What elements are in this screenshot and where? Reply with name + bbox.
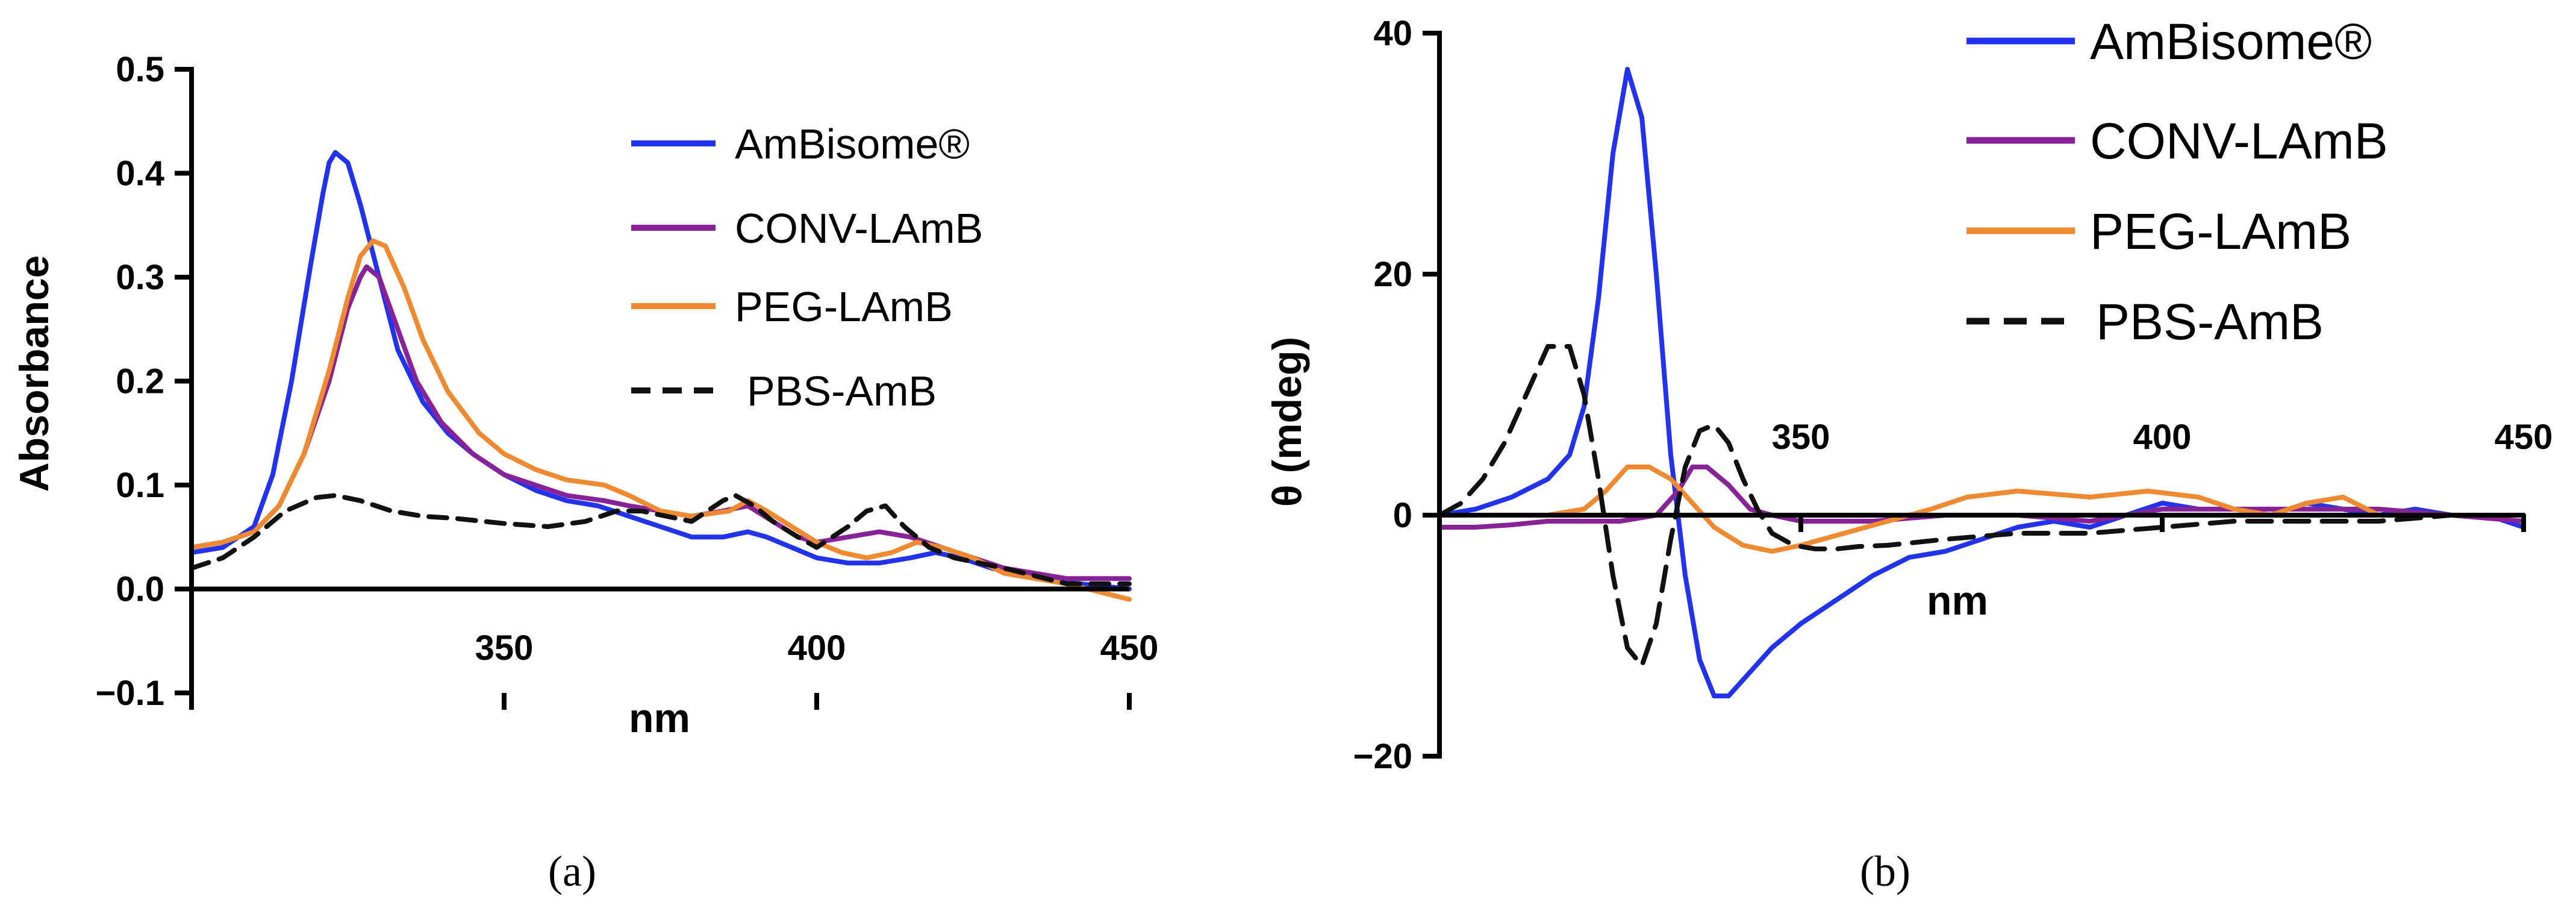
panel-b-legend-pbs: PBS-AmB <box>2096 293 2324 350</box>
panel-b-legend: AmBisome® CONV-LAmB PEG-LAmB PBS-AmB <box>1966 13 2388 350</box>
panel-b-legend-conv: CONV-LAmB <box>2090 113 2388 169</box>
panel-b-y-tick-label: 40 <box>1373 14 1412 53</box>
panel-b-y-tick-label: 20 <box>1373 255 1412 294</box>
panel-a-y-tick-label: 0.0 <box>116 570 164 609</box>
panel-b-chart: −20 0 20 40 350 400 450 nm θ (mdeg) AmBisome® … <box>1264 13 2553 895</box>
panel-b-legend-ambisome: AmBisome® <box>2090 13 2372 70</box>
panel-a-x-axis-title: nm <box>629 695 690 741</box>
panel-b-axes <box>1437 31 2524 759</box>
panel-a-y-axis-title: Absorbance <box>11 255 57 492</box>
panel-b-series-pbs-amb <box>1437 344 2526 668</box>
panel-b-series-group <box>1437 67 2526 698</box>
panel-a-series-conv-lamb <box>189 264 1132 581</box>
panel-a-y-tick-label: 0.3 <box>116 258 164 297</box>
panel-a-y-tick-label: 0.5 <box>116 50 164 89</box>
panel-b-y-tick-label: −20 <box>1353 737 1412 776</box>
panel-a-series-peg-lamb <box>189 238 1132 602</box>
panel-a-label: (a) <box>548 847 596 895</box>
panel-a-legend: AmBisome® CONV-LAmB PEG-LAmB PBS-AmB <box>631 121 983 415</box>
panel-a-series-group <box>189 150 1132 602</box>
panel-a-legend-pbs: PBS-AmB <box>747 368 937 415</box>
panel-a-legend-ambisome: AmBisome® <box>735 121 970 168</box>
panel-b-x-tick-label: 450 <box>2495 418 2553 457</box>
panel-a-y-tick-label: 0.1 <box>116 466 164 505</box>
panel-a-legend-conv: CONV-LAmB <box>735 205 983 252</box>
panel-b-legend-peg: PEG-LAmB <box>2090 203 2351 260</box>
panel-a-x-tick-label: 400 <box>788 628 846 668</box>
panel-b-y-axis-title: θ (mdeg) <box>1264 337 1310 507</box>
panel-a-series-ambisome <box>189 150 1132 592</box>
panel-a-chart: −0.1 0.0 0.1 0.2 0.3 0.4 0.5 350 400 450 nm Absor… <box>11 50 1158 895</box>
panel-b-series-peg-lamb <box>1437 465 2526 554</box>
panel-a-y-tick-label: 0.2 <box>116 362 164 401</box>
panel-a-x-tick-label: 350 <box>475 628 534 668</box>
panel-b-ticks: −20 0 20 40 350 400 450 <box>1353 14 2553 776</box>
panel-a-x-tick-label: 450 <box>1100 628 1159 668</box>
panel-a-ticks: −0.1 0.0 0.1 0.2 0.3 0.4 0.5 350 400 450 <box>96 50 1159 713</box>
panel-b-label: (b) <box>1860 847 1910 895</box>
panel-a-y-tick-label: 0.4 <box>116 154 164 193</box>
panel-b-y-tick-label: 0 <box>1393 496 1412 535</box>
panel-b-x-tick-label: 350 <box>1772 418 1830 457</box>
panel-b-x-tick-label: 400 <box>2133 418 2192 457</box>
panel-a-series-pbs-amb <box>189 493 1132 586</box>
panel-b-x-axis-title: nm <box>1927 578 1988 624</box>
panel-a-y-tick-label: −0.1 <box>96 674 165 713</box>
panel-a-legend-peg: PEG-LAmB <box>735 283 953 330</box>
